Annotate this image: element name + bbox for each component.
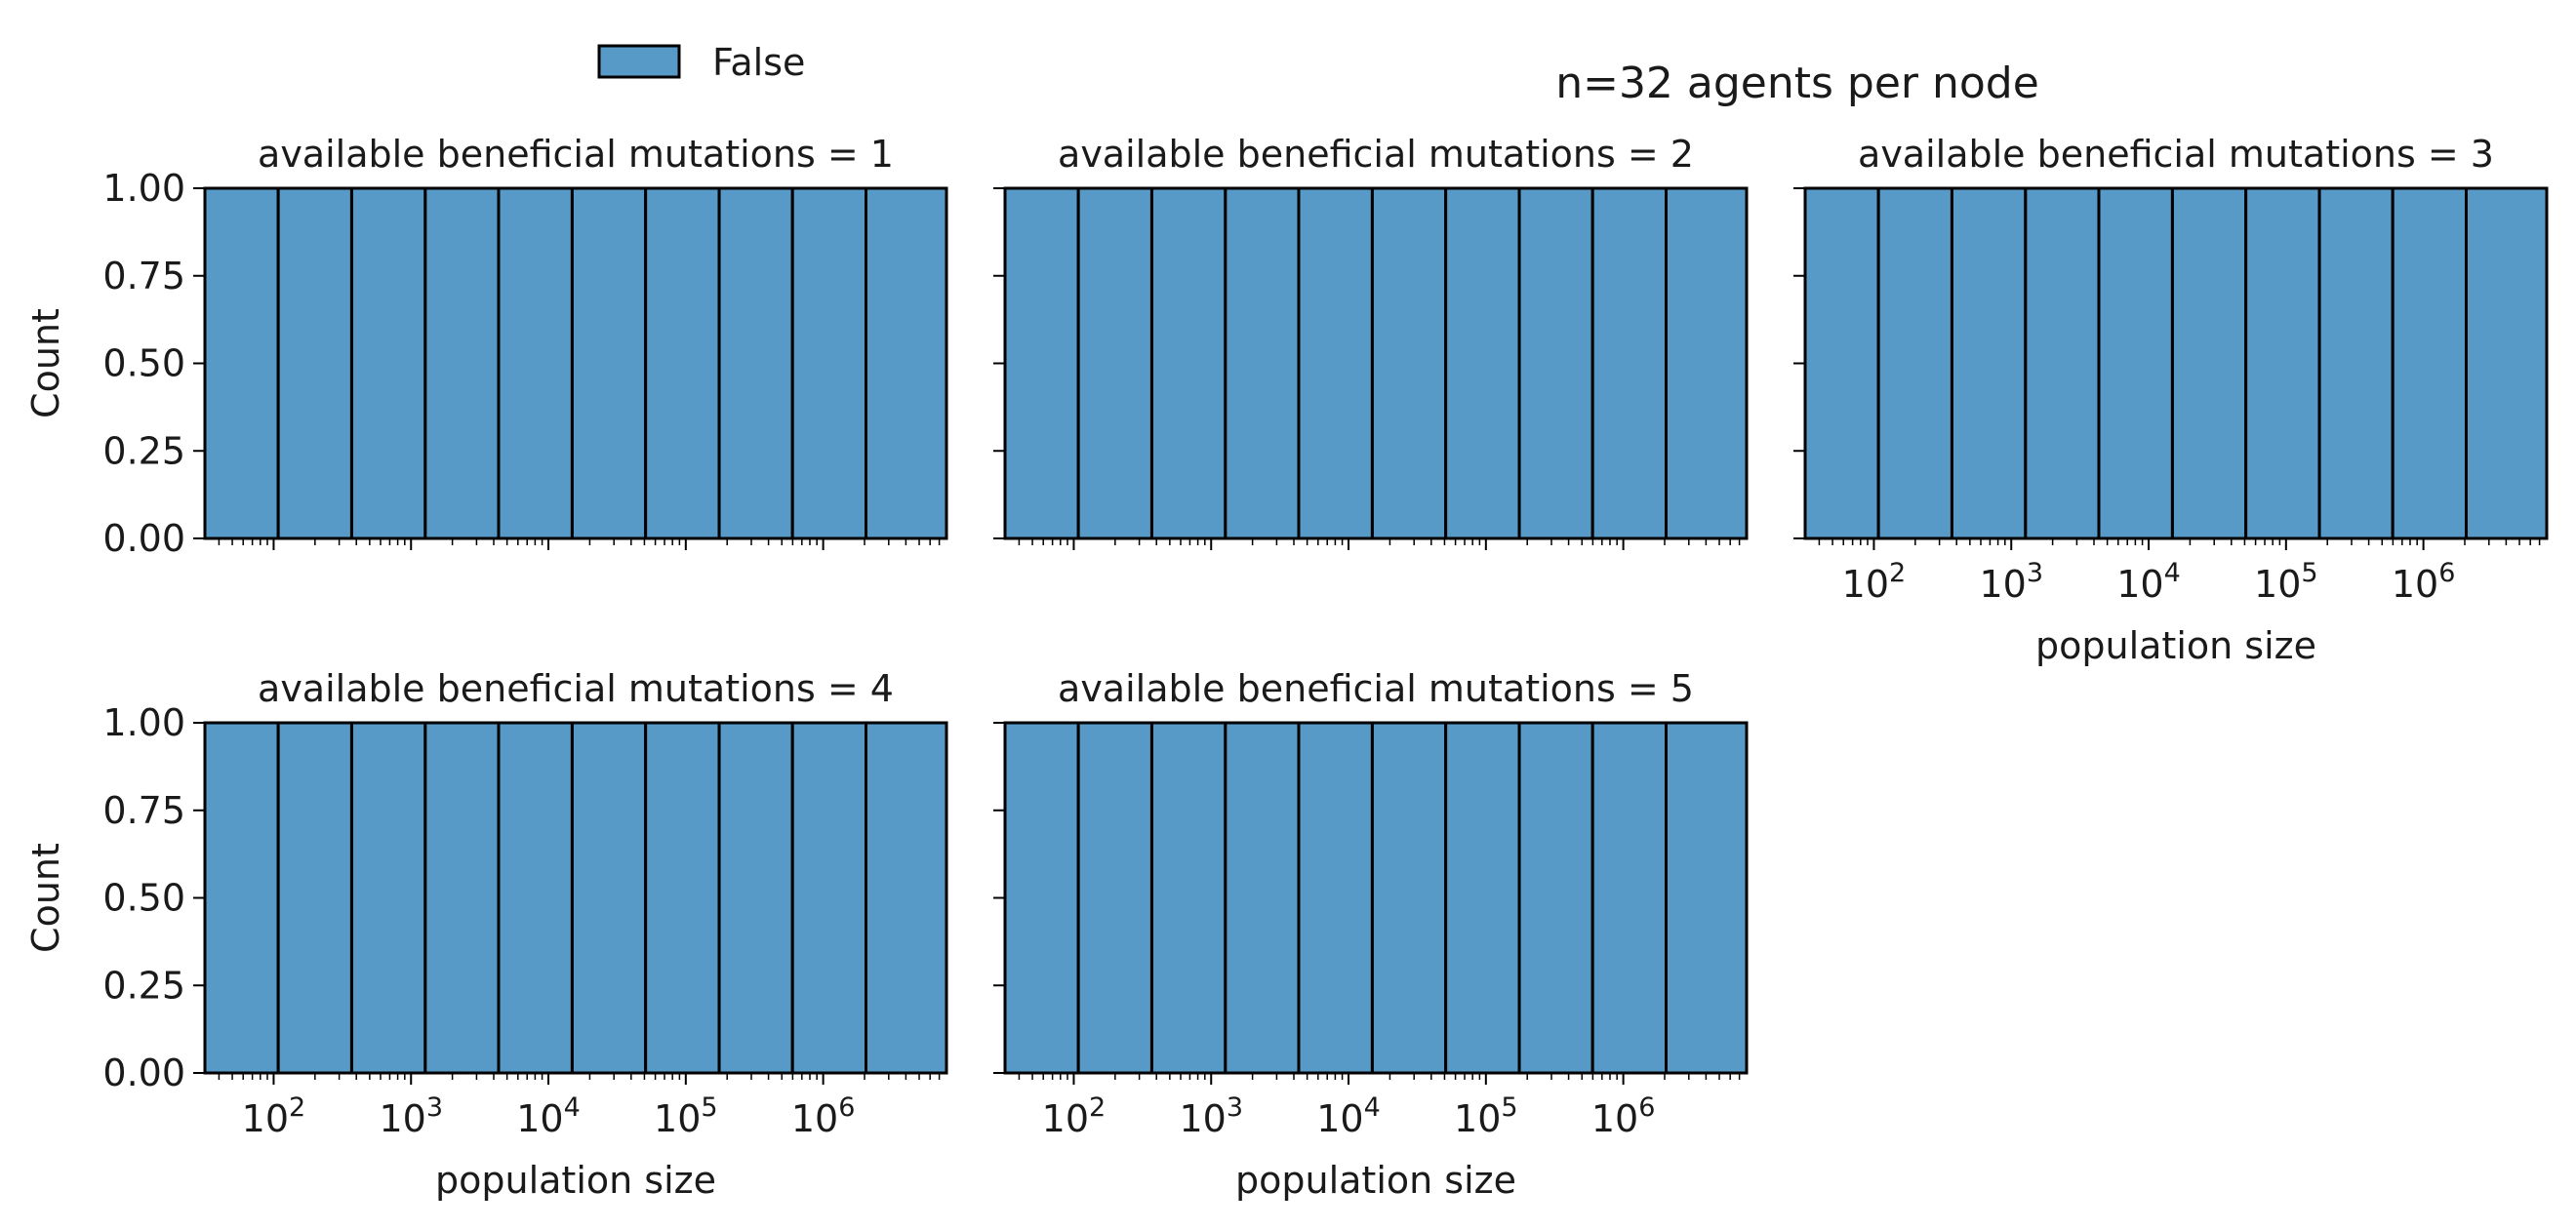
histogram-bar xyxy=(1803,186,1880,540)
figure-suptitle: n=32 agents per node xyxy=(1555,59,2039,108)
histogram-bar xyxy=(2391,186,2469,540)
panel-title: available beneficial mutations = 1 xyxy=(258,133,894,176)
facet-panel-3: 102 103 104 105 106 available beneficial muta… xyxy=(1793,133,2549,667)
y-tick-label: 1.00 xyxy=(102,701,185,744)
histogram-bar xyxy=(1590,721,1669,1075)
x-tick-label: 102 xyxy=(1042,1092,1107,1140)
histogram-bar xyxy=(2170,186,2248,540)
x-tick-label: 102 xyxy=(1842,558,1907,606)
y-tick-label: 0.00 xyxy=(102,1051,185,1094)
histogram-bar xyxy=(1003,186,1080,540)
histogram-bar xyxy=(1003,721,1080,1075)
histogram-bar xyxy=(865,721,948,1075)
panel-title: available beneficial mutations = 4 xyxy=(258,667,894,710)
histogram-bar xyxy=(717,721,794,1075)
histogram-bar xyxy=(497,186,574,540)
x-axis-label: population size xyxy=(1235,1159,1516,1202)
y-tick-label: 0.25 xyxy=(102,964,185,1007)
facet-panel-1: 0.00 0.25 0.50 0.75 1.00 available beneficial… xyxy=(24,133,948,560)
facet-panel-2: available beneficial mutations = 2 xyxy=(993,133,1749,550)
histogram-bar xyxy=(2317,186,2395,540)
histogram-bar xyxy=(1370,186,1448,540)
x-tick-label: 103 xyxy=(379,1092,443,1140)
histogram-bar xyxy=(276,721,353,1075)
x-tick-label: 106 xyxy=(1591,1092,1656,1140)
histogram-bar xyxy=(2024,186,2101,540)
histogram-bar xyxy=(497,721,574,1075)
histogram-bar xyxy=(1665,186,1749,540)
panel-title: available beneficial mutations = 3 xyxy=(1858,133,2494,176)
histogram-bar xyxy=(349,721,427,1075)
y-tick-label: 0.50 xyxy=(102,342,185,385)
histogram-bar xyxy=(570,721,648,1075)
legend-label: False xyxy=(712,41,805,84)
x-tick-label: 105 xyxy=(2254,558,2318,606)
histogram-bar xyxy=(1517,186,1594,540)
histogram-bar xyxy=(570,186,648,540)
x-tick-label: 103 xyxy=(1979,558,2043,606)
x-axis-label: population size xyxy=(2035,624,2316,667)
x-tick-label: 104 xyxy=(1316,1092,1381,1140)
histogram-bar xyxy=(1076,721,1153,1075)
x-tick-label: 102 xyxy=(242,1092,306,1140)
y-tick-label: 0.00 xyxy=(102,517,185,560)
panel-title: available beneficial mutations = 2 xyxy=(1058,133,1694,176)
legend-swatch xyxy=(597,44,681,79)
y-tick-label: 0.75 xyxy=(102,789,185,832)
histogram-bar xyxy=(717,186,794,540)
histogram-bar xyxy=(1665,721,1749,1075)
histogram-bar xyxy=(1297,186,1374,540)
histogram-bar xyxy=(1076,186,1153,540)
x-tick-label: 104 xyxy=(2116,558,2181,606)
y-tick-label: 0.75 xyxy=(102,255,185,298)
histogram-bar xyxy=(1950,186,2028,540)
facet-panels: 0.00 0.25 0.50 0.75 1.00 available beneficial… xyxy=(24,133,2549,1202)
legend: False xyxy=(597,41,805,84)
histogram-bar xyxy=(1224,721,1301,1075)
facet-panel-5: 102 103 104 105 106 available beneficial muta… xyxy=(993,667,1749,1202)
histogram-bar xyxy=(1370,721,1448,1075)
y-axis-label: Count xyxy=(24,843,67,953)
x-tick-label: 106 xyxy=(2392,558,2456,606)
y-tick-label: 0.50 xyxy=(102,877,185,920)
x-axis-label: population size xyxy=(435,1159,716,1202)
histogram-bar xyxy=(1149,186,1228,540)
histogram-bar xyxy=(276,186,353,540)
histogram-bar xyxy=(1444,721,1521,1075)
histogram-bar xyxy=(2465,186,2549,540)
histogram-bar xyxy=(203,186,280,540)
histogram-bar xyxy=(2244,186,2321,540)
facet-panel-4: 0.00 0.25 0.50 0.75 1.00 102 103 104 105 106 avail… xyxy=(24,667,948,1202)
panel-title: available beneficial mutations = 5 xyxy=(1058,667,1694,710)
histogram-bar xyxy=(349,186,427,540)
x-tick-label: 106 xyxy=(791,1092,856,1140)
histogram-bar xyxy=(790,721,868,1075)
y-tick-label: 1.00 xyxy=(102,167,185,210)
x-tick-label: 105 xyxy=(654,1092,718,1140)
x-tick-label: 103 xyxy=(1179,1092,1243,1140)
histogram-bar xyxy=(790,186,868,540)
histogram-bar xyxy=(1876,186,1953,540)
x-tick-label: 104 xyxy=(516,1092,581,1140)
y-axis-label: Count xyxy=(24,308,67,418)
histogram-bar xyxy=(203,721,280,1075)
histogram-bar xyxy=(644,721,721,1075)
histogram-bar xyxy=(644,186,721,540)
x-tick-label: 105 xyxy=(1454,1092,1518,1140)
histogram-bar xyxy=(865,186,948,540)
histogram-bar xyxy=(423,721,501,1075)
histogram-bar xyxy=(423,186,501,540)
histogram-bar xyxy=(2097,186,2174,540)
histogram-bar xyxy=(1149,721,1228,1075)
histogram-bar xyxy=(1590,186,1669,540)
histogram-bar xyxy=(1297,721,1374,1075)
histogram-bar xyxy=(1444,186,1521,540)
histogram-bar xyxy=(1517,721,1594,1075)
y-tick-label: 0.25 xyxy=(102,429,185,472)
histogram-bar xyxy=(1224,186,1301,540)
